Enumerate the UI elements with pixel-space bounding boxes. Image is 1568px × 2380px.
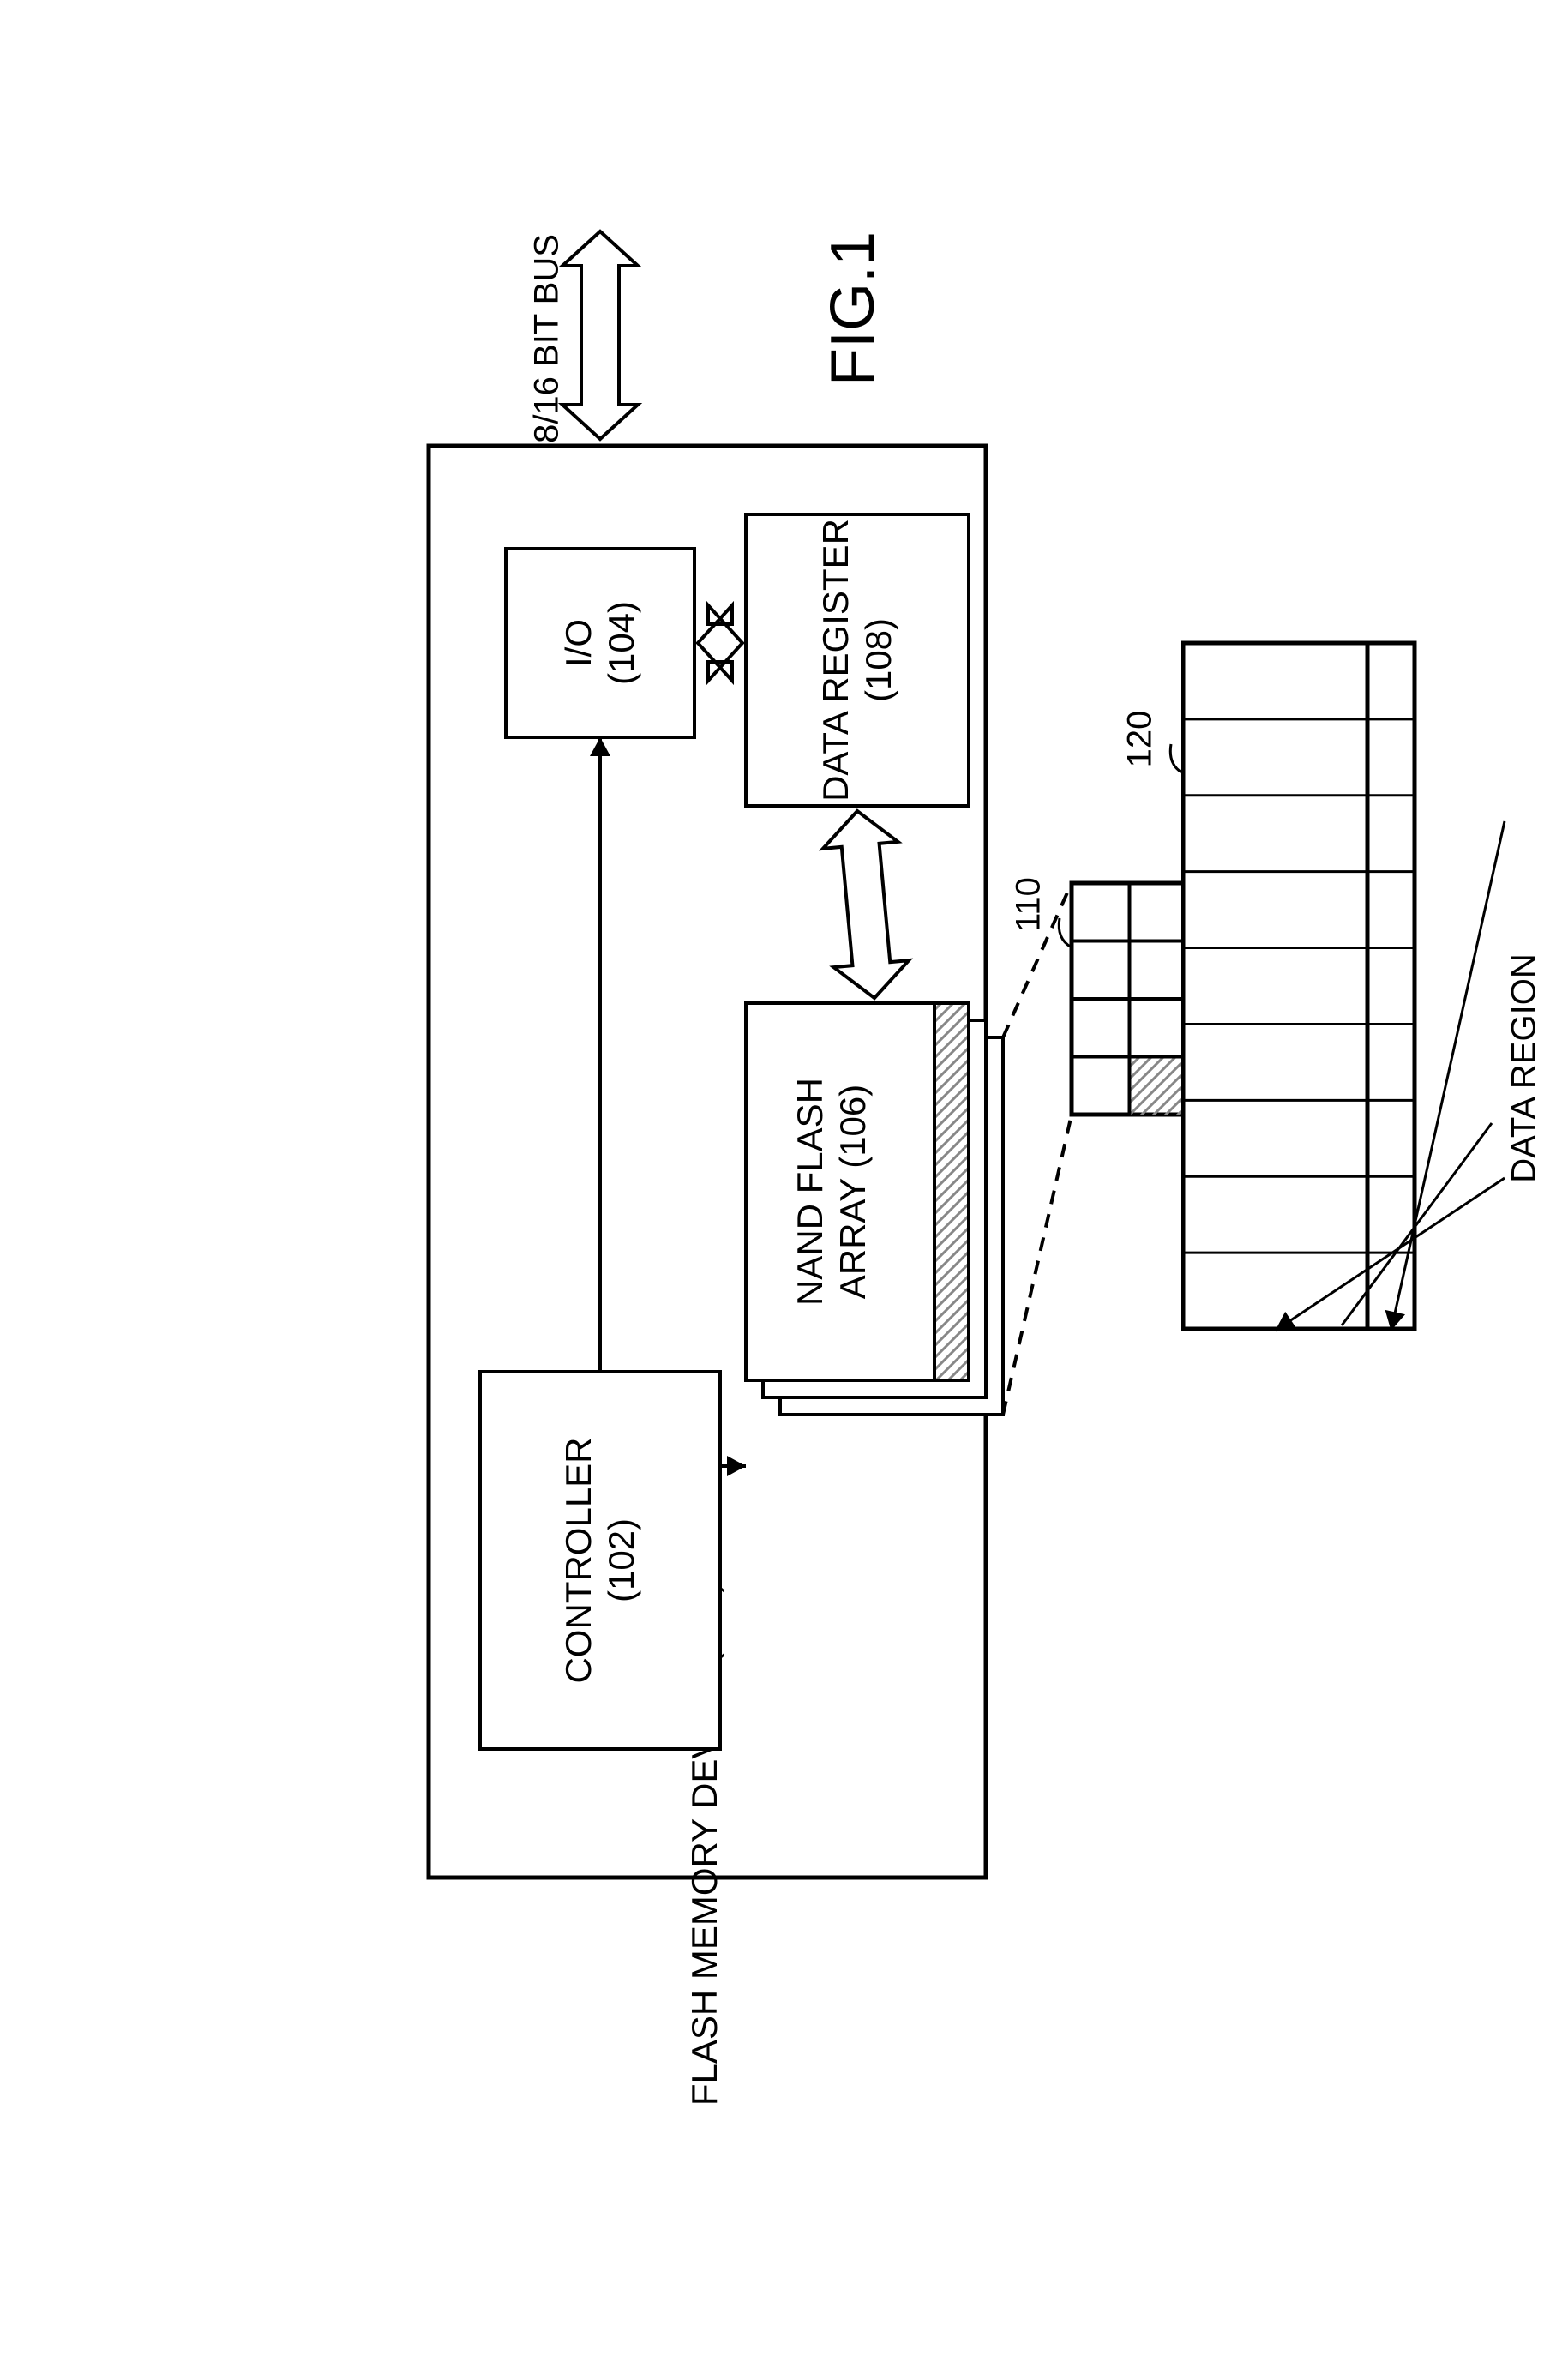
svg-text:(104): (104) [601,601,641,685]
flash-memory-diagram: FLASH MEMORY DEVICE (100)CONTROLLER(102)… [0,0,1568,2380]
svg-text:FIG.1: FIG.1 [819,231,887,386]
svg-text:8/16 BIT BUS: 8/16 BIT BUS [528,234,566,443]
svg-text:110: 110 [1010,877,1048,932]
svg-text:I/O: I/O [558,619,598,667]
svg-text:NAND FLASH: NAND FLASH [790,1078,830,1306]
svg-text:CONTROLLER: CONTROLLER [558,1437,598,1683]
svg-text:(108): (108) [858,618,898,702]
svg-text:120: 120 [1121,711,1159,768]
svg-text:DATA REGION: DATA REGION [1505,953,1543,1182]
svg-text:ARRAY (106): ARRAY (106) [832,1085,873,1300]
svg-text:DATA REGISTER: DATA REGISTER [815,519,856,802]
svg-text:(102): (102) [601,1518,641,1602]
